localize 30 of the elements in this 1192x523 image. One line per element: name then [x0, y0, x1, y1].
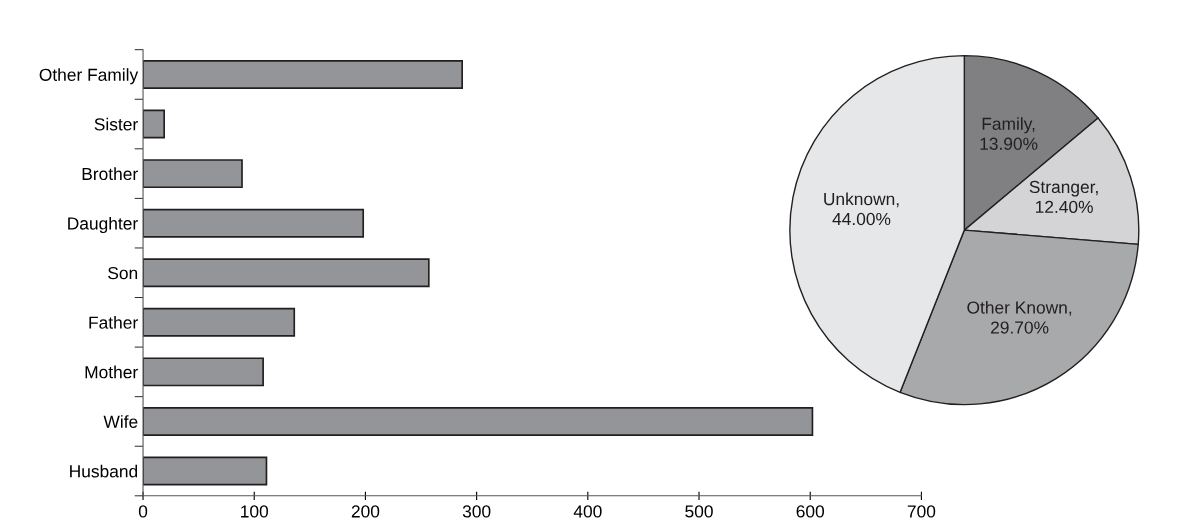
y-tick-label: Wife	[103, 415, 138, 428]
y-tick-label: Mother	[85, 365, 138, 379]
slice-label: Unknown, 44.00%	[824, 192, 899, 226]
bar	[143, 258, 430, 288]
y-tick-label: Husband	[70, 464, 138, 478]
bar	[143, 456, 268, 486]
slice-label: Family, 13.90%	[980, 117, 1038, 150]
y-tick-label: Daughter	[68, 216, 138, 234]
bar	[143, 307, 296, 337]
slice-label: Other Known, 29.70%	[967, 300, 1072, 334]
x-tick-label: 700	[907, 505, 936, 518]
y-tick-label: Other Family	[39, 68, 139, 85]
y-tick-label: Son	[108, 266, 138, 280]
x-tick-label: 600	[796, 505, 825, 518]
y-tick-label: Brother	[82, 167, 138, 181]
x-tick-label: 300	[462, 505, 491, 518]
x-tick-label: 200	[351, 505, 380, 518]
bar	[143, 406, 814, 436]
bar	[143, 208, 365, 238]
x-tick-label: 0	[138, 505, 148, 518]
bar	[143, 357, 264, 387]
x-tick-label: 100	[241, 505, 269, 518]
bar	[143, 159, 243, 189]
slice-label: Stranger, 12.40%	[1029, 180, 1098, 214]
x-tick-label: 400	[573, 505, 602, 518]
y-tick-label: Father	[89, 316, 138, 329]
bar	[143, 60, 464, 89]
bar	[143, 109, 166, 139]
y-tick-label: Sister	[94, 117, 138, 131]
x-tick-label: 500	[685, 505, 713, 518]
